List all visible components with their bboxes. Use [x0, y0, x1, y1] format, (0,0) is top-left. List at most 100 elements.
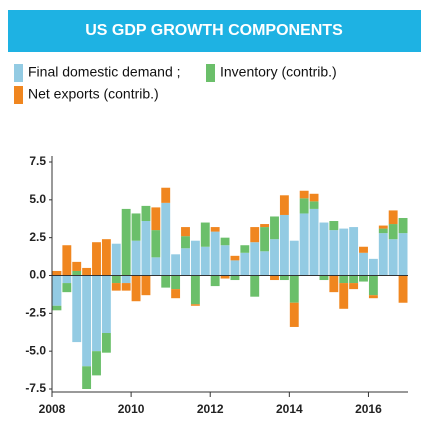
y-tick-label: -5.0	[25, 343, 46, 357]
legend-label: Inventory (contrib.)	[220, 64, 337, 80]
bar-segment	[62, 283, 72, 293]
bar-segment	[339, 228, 349, 276]
bar-segment	[131, 240, 141, 276]
bar-segment	[279, 195, 289, 215]
bar-segment	[230, 255, 240, 261]
bar-segment	[121, 275, 131, 284]
bar-segment	[72, 270, 82, 276]
chart-title: US GDP GROWTH COMPONENTS	[85, 22, 343, 39]
bar-segment	[378, 233, 388, 276]
bar-segment	[220, 275, 230, 279]
legend-label: Final domestic demand ;	[28, 64, 181, 80]
bar-segment	[121, 283, 131, 291]
bar-segment	[151, 257, 161, 276]
bar-segment	[349, 283, 359, 290]
legend-label: Net exports (contrib.)	[28, 86, 159, 102]
bar-segment	[398, 233, 408, 276]
bar-segment	[309, 193, 319, 202]
header-band	[8, 10, 421, 52]
bar-segment	[250, 227, 260, 243]
bar-segment	[349, 275, 359, 284]
bar-segment	[339, 275, 349, 284]
bar-segment	[111, 275, 121, 284]
bar-segment	[72, 275, 82, 343]
bar-segment	[82, 366, 92, 389]
bar-segment	[72, 261, 82, 271]
bar-segment	[111, 243, 121, 276]
bar-segment	[260, 224, 270, 228]
y-tick-label: 0.0	[29, 268, 46, 282]
bar-segment	[289, 302, 299, 327]
bar-segment	[161, 202, 171, 276]
bar-segment	[339, 283, 349, 309]
bar-segment	[92, 351, 101, 376]
y-tick-label: 2.5	[29, 230, 46, 244]
bar-segment	[171, 275, 181, 290]
bar-segment	[240, 245, 250, 253]
bar-segment	[161, 275, 171, 288]
bar-segment	[82, 275, 92, 367]
x-tick-label: 2014	[276, 402, 303, 416]
bar-segment	[388, 210, 398, 225]
bar-segment	[52, 305, 62, 311]
bar-segment	[329, 275, 339, 293]
bar-segment	[270, 239, 279, 276]
bar-segment	[111, 283, 121, 291]
bar-segment	[368, 275, 378, 296]
bar-segment	[299, 213, 309, 276]
x-tick-label: 2016	[355, 402, 382, 416]
bar-segment	[398, 275, 408, 303]
bar-segment	[151, 207, 161, 231]
bar-segment	[131, 213, 141, 241]
bar-segment	[171, 254, 181, 276]
bar-segment	[270, 275, 279, 281]
bar-segment	[151, 230, 161, 258]
bar-segment	[359, 246, 368, 253]
bar-segment	[62, 275, 72, 284]
bar-segment	[240, 252, 250, 276]
bar-segment	[200, 222, 210, 247]
y-tick-label: -7.5	[25, 381, 46, 395]
bar-segment	[82, 267, 92, 276]
bar-segment	[210, 227, 220, 232]
bar-segment	[319, 275, 329, 281]
bar-segment	[92, 275, 101, 352]
bar-segment	[220, 245, 230, 276]
bar-segment	[309, 208, 319, 276]
bar-segment	[319, 222, 329, 276]
bar-segment	[299, 190, 309, 199]
bar-segment	[289, 275, 299, 303]
x-tick-label: 2010	[118, 402, 145, 416]
bar-segment	[92, 242, 101, 276]
y-tick-label: 5.0	[29, 192, 46, 206]
bar-segment	[299, 198, 309, 214]
bar-segment	[181, 236, 190, 249]
bar-segment	[368, 258, 378, 276]
bar-segment	[359, 275, 368, 282]
bar-segment	[279, 275, 289, 281]
bar-segment	[190, 240, 200, 276]
bar-segment	[181, 248, 190, 276]
bar-segment	[289, 240, 299, 276]
bar-segment	[368, 295, 378, 299]
legend-swatch	[14, 86, 23, 104]
bar-segment	[329, 230, 339, 276]
bar-segment	[190, 304, 200, 306]
bar-segment	[171, 289, 181, 299]
bar-segment	[349, 227, 359, 276]
bar-segment	[250, 275, 260, 297]
bar-segment	[200, 246, 210, 276]
bar-segment	[309, 201, 319, 209]
bar-segment	[260, 227, 270, 252]
bar-segment	[190, 275, 200, 305]
bar-segment	[131, 275, 141, 302]
x-tick-label: 2012	[197, 402, 224, 416]
bar-segment	[260, 251, 270, 276]
x-tick-label: 2008	[39, 402, 66, 416]
bar-segment	[378, 225, 388, 229]
bar-segment	[378, 228, 388, 234]
bar-segment	[270, 216, 279, 240]
bar-segment	[230, 275, 240, 281]
bar-segment	[359, 252, 368, 276]
